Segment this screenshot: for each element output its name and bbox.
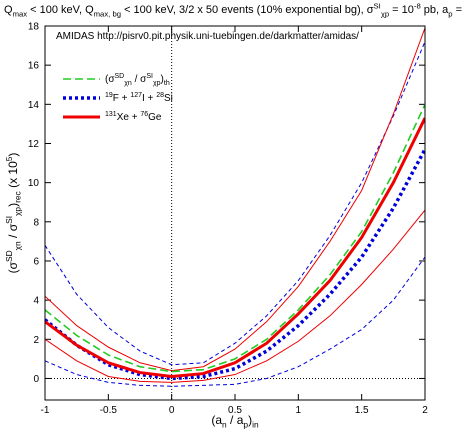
x-tick-label: 1.5: [355, 405, 369, 416]
text-part: ): [6, 153, 20, 157]
plot-frame: [44, 25, 426, 401]
text-part: p: [243, 420, 248, 430]
text-part: F +: [113, 93, 131, 104]
series-line: [45, 103, 425, 373]
x-tick-label: 2: [422, 405, 428, 416]
text-part: Si: [164, 93, 173, 104]
text-part: SI: [374, 2, 381, 11]
text-part: = 0.1, m: [453, 4, 463, 16]
text-part: χn: [124, 80, 132, 87]
text-part: max: [13, 9, 28, 18]
text-part: χp: [13, 207, 23, 216]
text-part: 76: [140, 111, 148, 118]
y-tick-label: 6: [33, 256, 39, 267]
text-part: 127: [130, 92, 142, 99]
text-part: 19: [105, 92, 113, 99]
y-tick-label: 16: [28, 61, 40, 72]
text-part: 5: [4, 156, 14, 161]
y-tick-label: 14: [28, 100, 40, 111]
text-part: / σ: [6, 223, 20, 241]
legend-label: (σSDχn / σSIχp)th: [105, 73, 170, 87]
x-tick-label: 0.5: [228, 405, 242, 416]
y-axis-label: (σSDχn / σSIχp)rec (x 105): [4, 153, 22, 274]
text-part: ): [6, 203, 20, 207]
x-axis-label: (an / ap)in: [211, 413, 259, 430]
text-part: in: [252, 420, 259, 430]
y-tick-label: 12: [28, 139, 40, 150]
text-part: SD: [115, 73, 125, 80]
y-tick-label: 18: [28, 22, 40, 33]
text-part: < 100 keV, 3/2 x 50 events (10% exponent…: [121, 4, 374, 16]
text-part: I +: [142, 93, 156, 104]
y-tick-label: 10: [28, 178, 40, 189]
text-part: 131: [105, 111, 117, 118]
text-part: ): [248, 413, 252, 427]
text-part: / σ: [132, 74, 147, 85]
bound-line: [45, 41, 425, 366]
y-tick-label: 4: [33, 296, 39, 307]
y-tick-label: 8: [33, 217, 39, 228]
text-part: 28: [156, 92, 164, 99]
bound-line: [45, 209, 425, 383]
text-part: (σ: [105, 74, 115, 85]
text-part: χp: [381, 9, 389, 18]
y-tick-label: 0: [33, 374, 39, 385]
text-part: p: [448, 9, 452, 18]
legend-label: 131Xe + 76Ge: [105, 111, 162, 123]
text-part: Ge: [148, 112, 162, 123]
y-tick-label: 2: [33, 335, 39, 346]
text-part: n: [222, 420, 227, 430]
text-part: < 100 keV, Q: [27, 4, 94, 16]
text-part: / a: [227, 413, 244, 427]
text-part: (σ: [6, 261, 20, 273]
text-part: SD: [4, 250, 14, 262]
text-part: (x 10: [6, 161, 20, 191]
text-part: rec: [13, 191, 23, 203]
x-tick-label: 0: [169, 405, 175, 416]
annotation: AMIDAS http://pisrv0.pit.physik.uni-tueb…: [56, 31, 359, 42]
text-part: Xe +: [117, 112, 141, 123]
text-part: Q: [4, 4, 13, 16]
text-part: -8: [414, 2, 421, 11]
text-part: (a: [211, 413, 222, 427]
text-part: = 10: [389, 4, 414, 16]
chart-title: Qmax < 100 keV, Qmax, bg < 100 keV, 3/2 …: [4, 2, 463, 19]
x-tick-label: 1: [296, 405, 302, 416]
text-part: χp: [153, 80, 161, 87]
text-part: th: [164, 80, 170, 87]
series-line: [45, 117, 425, 379]
text-part: max, bg: [94, 9, 121, 18]
x-tick-label: -1: [41, 405, 50, 416]
text-part: χn: [13, 241, 23, 250]
text-part: SI: [146, 73, 153, 80]
x-tick-label: -0.5: [100, 405, 118, 416]
text-part: pb, a: [421, 4, 449, 16]
legend-label: 19F + 127I + 28Si: [105, 92, 173, 104]
text-part: ): [161, 74, 164, 85]
bound-line: [45, 27, 425, 372]
text-part: SI: [4, 216, 14, 224]
